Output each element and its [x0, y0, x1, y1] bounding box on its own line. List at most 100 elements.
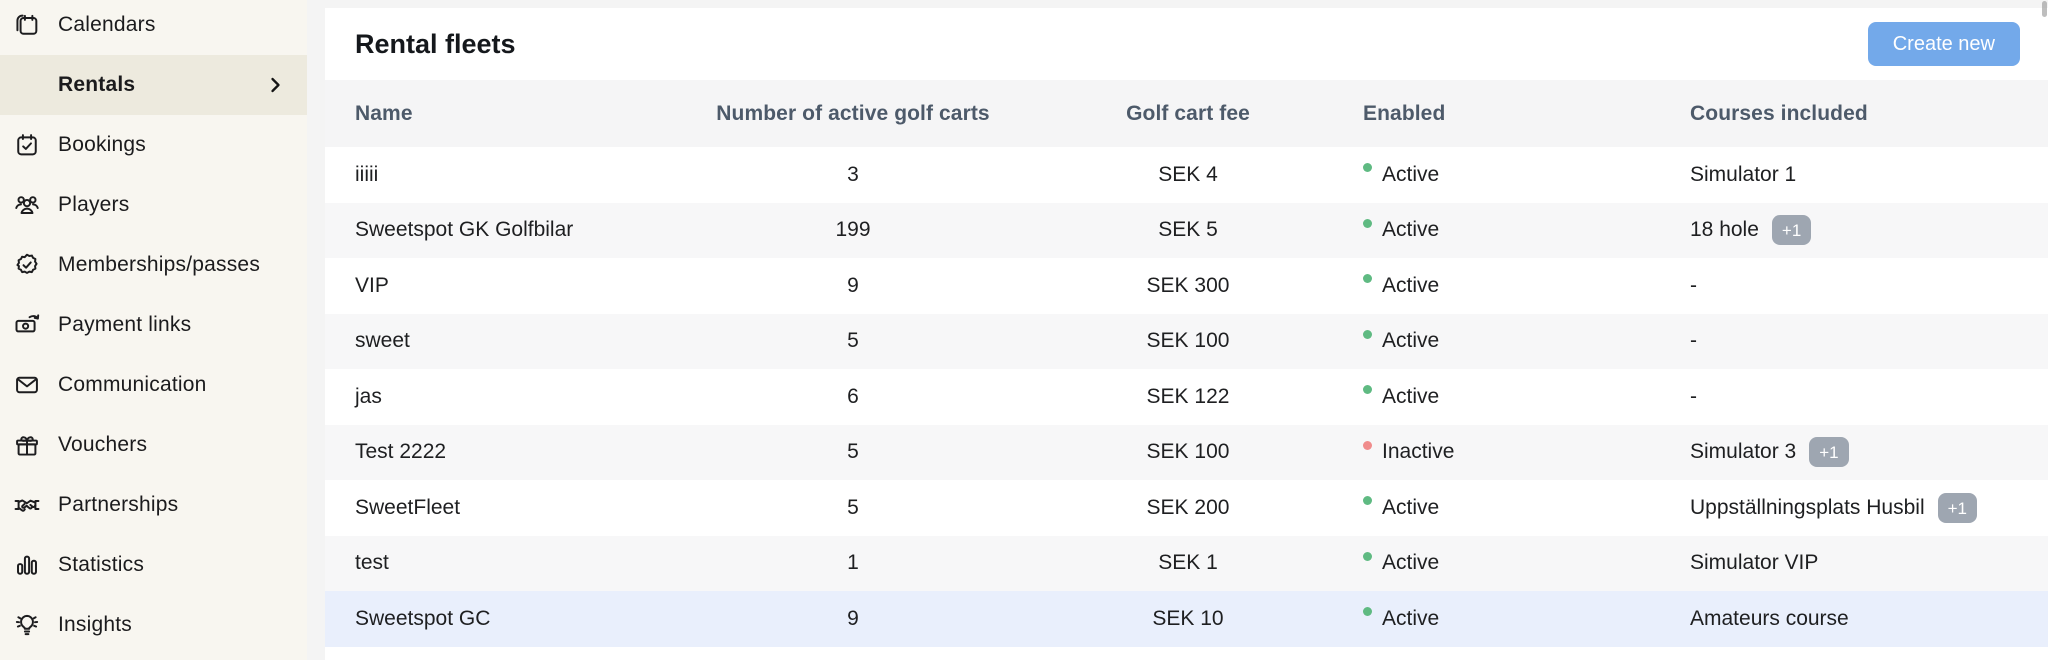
- sidebar-item-calendars[interactable]: Calendars: [0, 0, 307, 55]
- cell-courses: -: [1670, 385, 2048, 409]
- cell-name: Sweetspot GC: [355, 606, 491, 630]
- course-label: Simulator 1: [1690, 162, 1797, 186]
- cell-enabled: Active: [1335, 551, 1670, 575]
- scrollbar-thumb[interactable]: [2042, 1, 2047, 17]
- cell-fee: SEK 300: [1146, 273, 1230, 297]
- course-label: Simulator 3: [1690, 440, 1797, 464]
- table-row[interactable]: Sweetspot GC 9 SEK 10 Active Amateurs co…: [325, 591, 2048, 647]
- cell-fee: SEK 5: [1158, 218, 1218, 242]
- payment-banknote-icon: [13, 311, 41, 339]
- table-row[interactable]: sweet 5 SEK 100 Active -: [325, 313, 2048, 369]
- sidebar-item-label: Payment links: [58, 313, 192, 336]
- golf-cart-icon: [13, 71, 41, 99]
- bar-chart-icon: [13, 551, 41, 579]
- cell-enabled: Active: [1335, 218, 1670, 242]
- table-row[interactable]: VIP 9 SEK 300 Active -: [325, 258, 2048, 314]
- content-gutter: [307, 0, 325, 660]
- membership-seal-check-icon: [13, 251, 41, 279]
- cell-fee: SEK 100: [1146, 329, 1230, 353]
- sidebar-item-label: Communication: [58, 373, 207, 396]
- cell-fee: SEK 10: [1152, 606, 1224, 630]
- sidebar-item-partnerships[interactable]: Partnerships: [0, 475, 307, 535]
- sidebar-item-bookings[interactable]: Bookings: [0, 115, 307, 175]
- status-label: Active: [1382, 606, 1440, 630]
- cell-fee: SEK 4: [1158, 162, 1218, 186]
- cell-carts: 199: [835, 218, 871, 242]
- cell-enabled: Active: [1335, 274, 1670, 298]
- sidebar-item-label: Bookings: [58, 133, 146, 156]
- cell-name: Test 2222: [355, 440, 447, 464]
- cell-name: VIP: [355, 273, 389, 297]
- cell-carts: 9: [847, 273, 859, 297]
- sidebar-item-label: Calendars: [58, 13, 156, 36]
- cell-courses: Simulator VIP: [1670, 551, 2048, 575]
- cell-carts: 9: [847, 606, 859, 630]
- status-dot: [1363, 329, 1372, 339]
- cell-courses: Amateurs course: [1670, 607, 2048, 631]
- table-row[interactable]: test 1 SEK 1 Active Simulator VIP: [325, 535, 2048, 591]
- status-dot: [1363, 385, 1372, 395]
- sidebar-item-statistics[interactable]: Statistics: [0, 535, 307, 595]
- course-label: -: [1690, 273, 1697, 297]
- cell-enabled: Active: [1335, 385, 1670, 409]
- status-label: Active: [1382, 495, 1440, 519]
- handshake-icon: [13, 491, 41, 519]
- status-label: Active: [1382, 273, 1440, 297]
- cell-enabled: Active: [1335, 329, 1670, 353]
- sidebar-item-label: Memberships/passes: [58, 253, 261, 276]
- table-row[interactable]: Test 2222 5 SEK 100 Inactive Simulator 3…: [325, 424, 2048, 480]
- cell-carts: 6: [847, 384, 859, 408]
- table-row[interactable]: iiiii 3 SEK 4 Active Simulator 1: [325, 147, 2048, 203]
- table-row[interactable]: SweetFleet 5 SEK 200 Active Uppställning…: [325, 480, 2048, 536]
- cell-name: iiiii: [355, 162, 379, 186]
- status-dot: [1363, 551, 1372, 561]
- sidebar-item-players[interactable]: Players: [0, 175, 307, 235]
- create-new-button[interactable]: Create new: [1867, 22, 2020, 66]
- status-label: Active: [1382, 218, 1440, 242]
- sidebar-nav: Calendars Rentals: [0, 0, 307, 655]
- status-dot: [1363, 274, 1372, 284]
- course-label: Simulator VIP: [1690, 551, 1819, 575]
- course-label: Uppställningsplats Husbil: [1690, 495, 1925, 519]
- page-title: Rental fleets: [355, 28, 516, 59]
- players-group-icon: [13, 191, 41, 219]
- status-label: Inactive: [1382, 440, 1455, 464]
- course-label: -: [1690, 384, 1697, 408]
- status-dot: [1363, 607, 1372, 617]
- table-row[interactable]: Sweetspot GK Golfbilar 199 SEK 5 Active …: [325, 202, 2048, 258]
- course-label: -: [1690, 329, 1697, 353]
- booking-calendar-check-icon: [13, 131, 41, 159]
- sidebar-item-payment-links[interactable]: Payment links: [0, 295, 307, 355]
- cell-courses: 18 hole +1: [1670, 215, 2048, 246]
- column-header-carts: Number of active golf carts: [716, 101, 990, 125]
- cell-carts: 5: [847, 329, 859, 353]
- cell-name: SweetFleet: [355, 495, 461, 519]
- sidebar-item-memberships[interactable]: Memberships/passes: [0, 235, 307, 295]
- course-label: Amateurs course: [1690, 606, 1849, 630]
- status-dot: [1363, 496, 1372, 506]
- sidebar: Calendars Rentals: [0, 0, 307, 660]
- calendars-icon: [13, 11, 41, 39]
- main-content: Rental fleets Create new Name Number of …: [325, 0, 2048, 660]
- status-dot: [1363, 440, 1372, 450]
- sidebar-item-rentals[interactable]: Rentals: [0, 55, 307, 115]
- cell-name: test: [355, 551, 389, 575]
- cell-fee: SEK 100: [1146, 440, 1230, 464]
- lightbulb-icon: [13, 611, 41, 639]
- sidebar-item-insights[interactable]: Insights: [0, 595, 307, 655]
- cell-enabled: Inactive: [1335, 440, 1670, 464]
- cell-courses: Simulator 1: [1670, 163, 2048, 187]
- sidebar-item-communication[interactable]: Communication: [0, 355, 307, 415]
- sidebar-item-label: Insights: [58, 613, 132, 636]
- status-label: Active: [1382, 551, 1440, 575]
- cell-carts: 5: [847, 495, 859, 519]
- cell-enabled: Active: [1335, 496, 1670, 520]
- cell-carts: 3: [847, 162, 859, 186]
- cell-courses: -: [1670, 329, 2048, 353]
- status-dot: [1363, 163, 1372, 173]
- table-row[interactable]: jas 6 SEK 122 Active -: [325, 369, 2048, 425]
- column-header-courses: Courses included: [1690, 101, 1868, 125]
- table-header-row: Name Number of active golf carts Golf ca…: [325, 80, 2048, 147]
- sidebar-item-vouchers[interactable]: Vouchers: [0, 415, 307, 475]
